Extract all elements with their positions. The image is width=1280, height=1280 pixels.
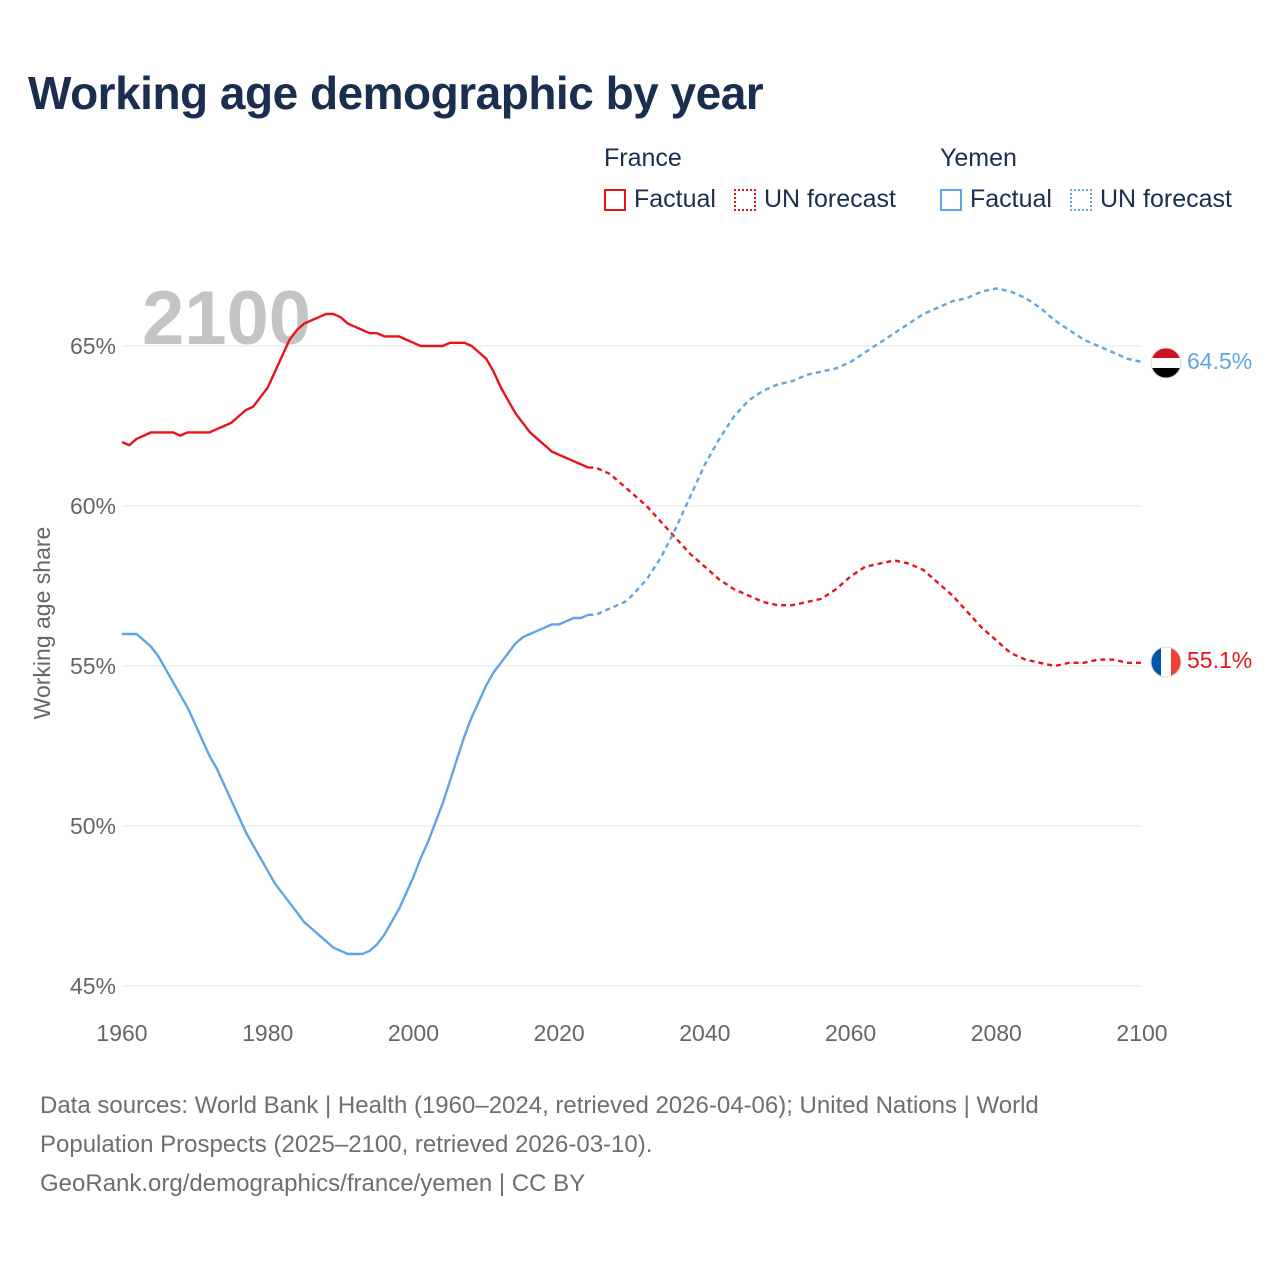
- legend-yemen-forecast-swatch: [1069, 188, 1092, 211]
- y-tick-label: 55%: [70, 653, 116, 679]
- france-flag-icon: [1150, 646, 1182, 678]
- x-tick-label: 2100: [1116, 1020, 1167, 1046]
- yemen-flag-icon: [1150, 347, 1182, 379]
- y-tick-label: 50%: [70, 813, 116, 839]
- x-tick-label: 2040: [679, 1020, 730, 1046]
- yemen-end-label: 64.5%: [1187, 348, 1252, 374]
- y-axis-title: Working age share: [29, 527, 55, 720]
- legend-france-factual-swatch: [604, 188, 626, 211]
- footer-source-line-2: Population Prospects (2025–2100, retriev…: [40, 1131, 653, 1158]
- legend-yemen-factual-label: Factual: [970, 185, 1052, 213]
- x-tick-label: 1960: [96, 1020, 147, 1046]
- legend-france-factual-label: Factual: [634, 185, 716, 213]
- y-tick-label: 45%: [70, 973, 116, 999]
- footer: Data sources: World Bank | Health (1960–…: [40, 1086, 1240, 1203]
- x-tick-label: 2080: [971, 1020, 1022, 1046]
- france-end-label: 55.1%: [1187, 647, 1252, 673]
- y-tick-label: 60%: [70, 493, 116, 519]
- y-tick-label: 65%: [70, 333, 116, 359]
- legend-yemen-factual-swatch: [940, 188, 962, 211]
- legend-yemen-forecast-label: UN forecast: [1099, 185, 1232, 213]
- legend-france-forecast[interactable]: UN forecast: [733, 185, 896, 214]
- france-factual-line[interactable]: [121, 312, 589, 469]
- france-forecast-line[interactable]: [588, 466, 1142, 668]
- legend-france-title: France: [604, 144, 682, 172]
- legend-france-forecast-label: UN forecast: [763, 185, 896, 213]
- x-tick-label: 2020: [534, 1020, 585, 1046]
- x-tick-label: 2000: [388, 1020, 439, 1046]
- year-watermark: 2100: [142, 276, 311, 361]
- legend-yemen-forecast[interactable]: UN forecast: [1069, 185, 1232, 214]
- legend-yemen-factual[interactable]: Factual: [940, 185, 1052, 214]
- chart-title: Working age demographic by year: [28, 67, 764, 119]
- legend-yemen-title: Yemen: [940, 144, 1017, 172]
- legend-france: France Factual UN forecast: [604, 144, 914, 214]
- footer-attribution: GeoRank.org/demographics/france/yemen | …: [40, 1170, 586, 1197]
- legend-yemen: Yemen Factual UN forecast: [940, 144, 1232, 214]
- footer-source-line-1: Data sources: World Bank | Health (1960–…: [40, 1092, 1039, 1119]
- legend-france-forecast-swatch: [733, 188, 756, 211]
- yemen-forecast-line[interactable]: [588, 287, 1143, 616]
- x-tick-label: 2060: [825, 1020, 876, 1046]
- yemen-factual-line[interactable]: [122, 613, 589, 956]
- legend-france-factual[interactable]: Factual: [604, 185, 716, 214]
- line-chart: 45% 50% 55% 60% 65% 1960 1980 2000 2020 2040 2060 2…: [29, 276, 1252, 1046]
- x-tick-label: 1980: [242, 1020, 293, 1046]
